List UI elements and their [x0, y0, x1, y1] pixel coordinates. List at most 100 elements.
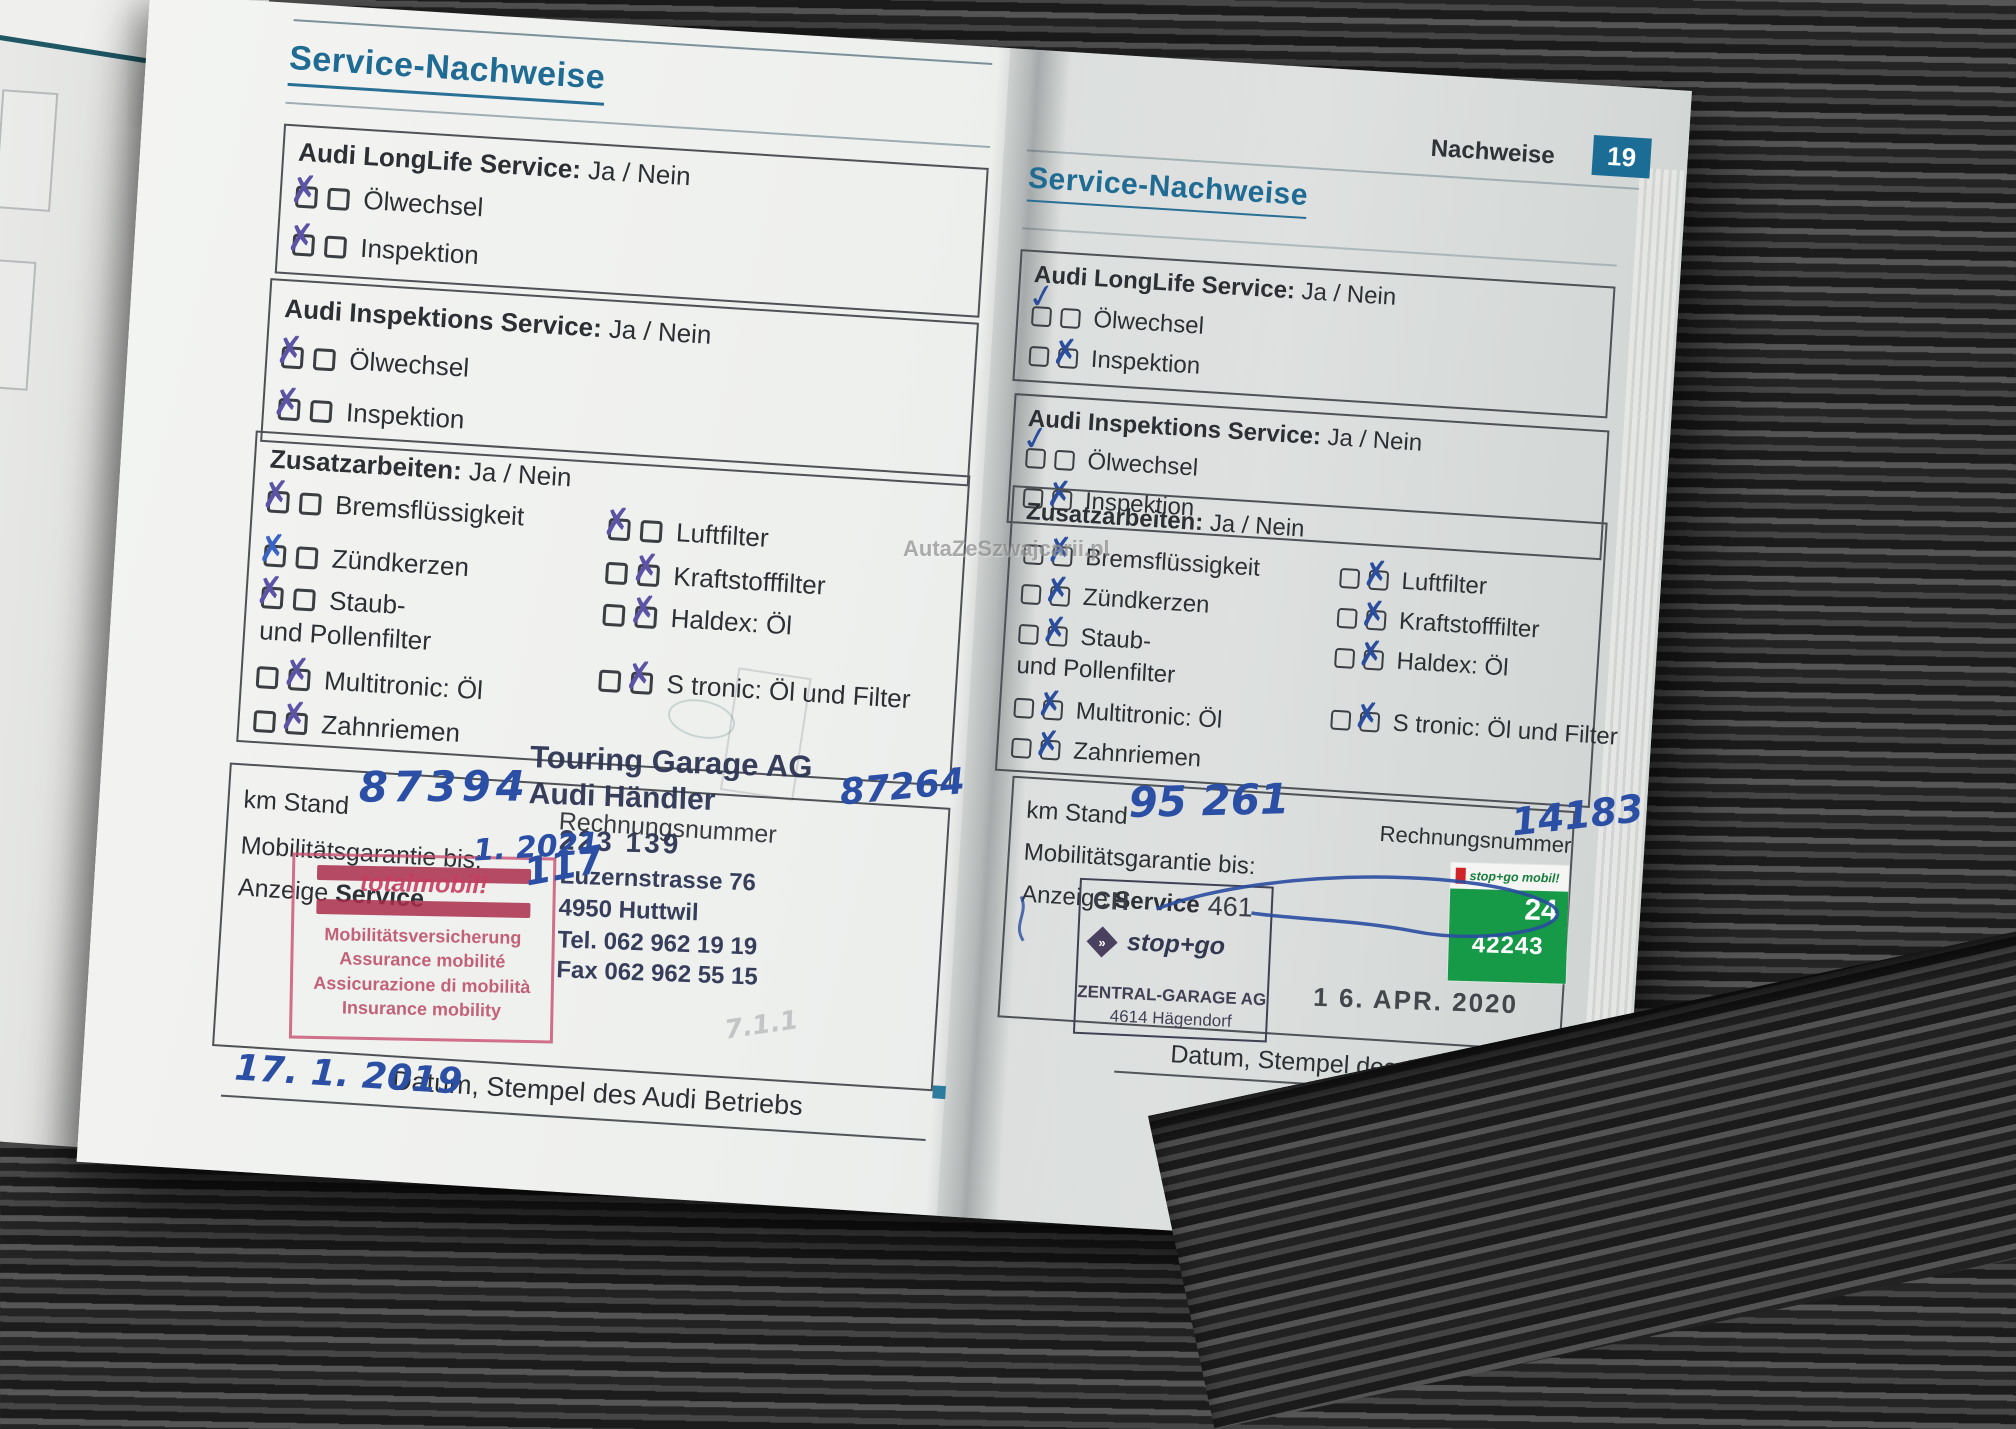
service-row: ✗ Inspektion [284, 216, 480, 271]
checkbox-ja [1028, 345, 1050, 368]
service-row-label: Zahnriemen [1072, 737, 1202, 773]
ja-nein-label: Ja / Nein [468, 456, 573, 493]
checkbox-nein [639, 519, 663, 543]
km-footer-box: km Stand 87394 Rechnungsnummer Touring G… [212, 739, 967, 1092]
stamp-redaction-bar [316, 898, 531, 919]
checkbox-ja [1020, 583, 1042, 606]
service-row: ✗ S tronic: Öl und Filter [598, 654, 912, 716]
stopgo-mobil-badge: stop+go mobil! 24 42243 [1447, 862, 1569, 984]
service-row-label: Inspektion [359, 232, 480, 271]
checkbox-ja [266, 489, 291, 514]
checkbox-nein [287, 667, 311, 691]
checkbox-nein [636, 563, 661, 587]
service-row: ✗ Luftfilter [1339, 553, 1488, 601]
checkbox-nein [292, 587, 316, 612]
ghost-form-box [0, 89, 59, 212]
checkbox-nein [630, 671, 654, 695]
garage-stamp: CH 461 » stop+go ZENTRAL-GARAGE AG 4614 … [1072, 877, 1274, 1043]
km-footer-box: km Stand 95 261 Rechnungsnummer 14183 Mo… [997, 774, 1645, 1053]
checkbox-ja [1030, 306, 1053, 328]
checkbox-nein [1042, 699, 1064, 721]
zusatzarbeiten-box: Zusatzarbeiten: Ja / Nein ✗ Bremsflüssig… [236, 430, 971, 801]
km-handwritten: 87394 [358, 761, 531, 812]
box-heading: Audi Inspektions Service: Ja / Nein [284, 293, 713, 351]
checkbox-ja [252, 709, 277, 733]
dealer-stamp-city: 4950 Huttwil [558, 894, 700, 927]
service-row-label: S tronic: Öl und Filter [665, 668, 912, 715]
checkbox-nein [1057, 347, 1079, 369]
red-stamp-line: Assicurazione di mobilità [313, 972, 531, 997]
checkbox-ja [602, 603, 626, 627]
service-row-label: Kraftstofffilter [1398, 607, 1541, 644]
checkbox-nein [1362, 649, 1385, 671]
checkbox-ja [263, 543, 287, 568]
service-row-label-cont: und Pollenfilter [1015, 651, 1176, 689]
service-row: ✗ Luftfilter [600, 501, 770, 554]
mobility-label: Mobilitätsgarantie bis: [1022, 838, 1257, 881]
service-row: ✗ Ölwechsel [287, 168, 484, 224]
checkbox-ja [607, 517, 632, 541]
checkbox-nein [1359, 711, 1381, 733]
badge-code-number: 42243 [1471, 931, 1544, 961]
checkbox-nein [1368, 569, 1390, 591]
box-heading-bold: Audi Inspektions Service: [1027, 404, 1322, 451]
checkbox-nein [1053, 449, 1076, 471]
ja-nein-label: Ja / Nein [1209, 509, 1306, 543]
badge-header-band: stop+go mobil! [1450, 862, 1569, 892]
page-title: Service-Nachweise [287, 38, 607, 106]
km-label: km Stand [1025, 796, 1129, 830]
checkbox-ja [294, 185, 319, 209]
stamp-country: CH [1092, 886, 1130, 917]
red-stamp-line: Insurance mobility [341, 997, 502, 1021]
checkbox-nein [323, 234, 348, 259]
checkbox-ja [291, 232, 316, 257]
box-heading-bold: Zusatzarbeiten: [269, 443, 463, 486]
service-row-label: Staub- [328, 585, 407, 621]
ja-nein-label: Ja / Nein [1300, 277, 1398, 311]
service-row: ✗ Zündkerzen [256, 527, 470, 583]
service-row-label: Luftfilter [675, 517, 770, 553]
ghost-pencil-note: 7.1.1 [722, 1005, 801, 1046]
checkbox-ja [1330, 709, 1352, 731]
checkbox-ja [598, 669, 622, 693]
checkbox-ja [1010, 737, 1032, 759]
checkbox-ja [260, 585, 285, 610]
checkbox-ja [604, 561, 629, 585]
km-label: km Stand [242, 785, 350, 821]
box-heading-bold: Zusatzarbeiten: [1025, 498, 1205, 537]
box-heading: Zusatzarbeiten: Ja / Nein [269, 443, 572, 493]
box-heading-bold: Audi Inspektions Service: [283, 293, 603, 343]
service-row-label: Ölwechsel [348, 345, 471, 383]
ja-nein-label: Ja / Nein [1326, 423, 1423, 457]
service-row: ✗ Zahnriemen [1010, 723, 1202, 774]
service-row-label: Haldex: Öl [669, 602, 793, 641]
service-row-label: Bremsflüssigkeit [1084, 543, 1261, 582]
service-row: ✗ Kraftstofffilter [1336, 593, 1541, 645]
checkbox-nein [312, 347, 337, 371]
service-row: ✗ Multitronic: Öl [1013, 683, 1223, 735]
checkbox-ja [1024, 447, 1047, 470]
checkbox-nein [326, 187, 351, 211]
checkbox-nein [1059, 307, 1082, 330]
service-row-label: Kraftstofffilter [672, 561, 827, 601]
service-row: ✓ Ölwechsel [1025, 275, 1205, 341]
service-row-label: Luftfilter [1400, 567, 1488, 601]
service-row: ✗ Inspektion [270, 381, 466, 436]
box-heading-bold: Audi LongLife Service: [297, 136, 582, 185]
stamp-brand: stop+go [1126, 928, 1226, 961]
badge-brand: stop+go mobil! [1469, 869, 1560, 886]
service-row-label: Multitronic: Öl [323, 665, 484, 706]
photo-watermark: AutaZeSzwajcarii.pl [903, 536, 1110, 561]
service-row: ✗ Kraftstofffilter [604, 547, 827, 602]
checkbox-ja [277, 397, 301, 421]
km-handwritten: 95 261 [1127, 774, 1290, 828]
service-row-label: Bremsflüssigkeit [334, 489, 526, 532]
service-row-label: Ölwechsel [1086, 447, 1199, 482]
badge-unit-number: 24 [1523, 893, 1559, 928]
service-row: ✗ Haldex: Öl [602, 589, 793, 642]
service-row: ✗ Multitronic: Öl [255, 651, 484, 706]
service-row-label: Inspektion [1090, 345, 1201, 380]
service-row-label: Inspektion [345, 397, 466, 435]
checkbox-ja [1334, 647, 1356, 669]
